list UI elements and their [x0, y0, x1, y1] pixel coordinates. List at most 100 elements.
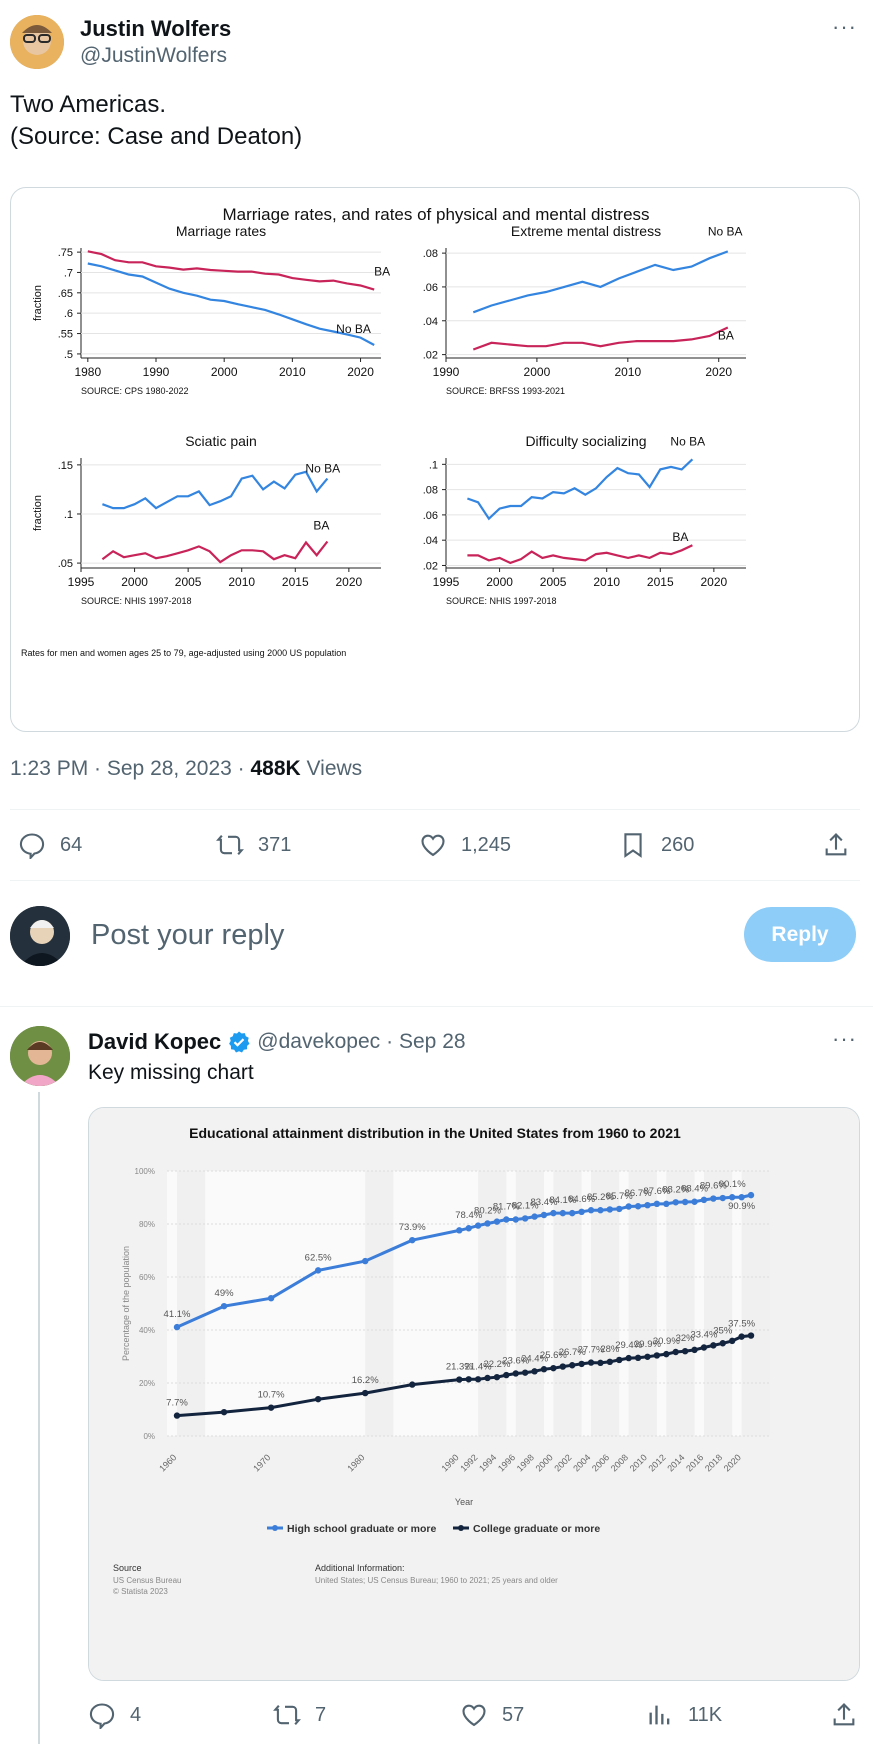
reply-image-card[interactable]: Educational attainment distribution in t… [88, 1107, 860, 1681]
x-tick-label: 2000 [121, 575, 148, 589]
data-label: 28% [600, 1344, 620, 1355]
bookmark-count: 260 [661, 833, 695, 856]
x-tick-label: 2000 [524, 365, 551, 379]
data-point [728, 1337, 736, 1345]
data-point [550, 1364, 557, 1372]
data-point [503, 1216, 510, 1223]
reply-icon [89, 1703, 115, 1729]
data-label: 82.1% [512, 1200, 539, 1211]
data-label: 27.7% [578, 1345, 605, 1356]
y-tick-label: .1 [64, 509, 73, 521]
y-tick-label: .7 [64, 267, 73, 279]
tweet-image-card[interactable]: Marriage rates, and rates of physical an… [10, 187, 860, 732]
repost-action[interactable]: 7 [273, 1701, 326, 1729]
series-line-no-ba [102, 470, 329, 510]
like-action[interactable]: 1,245 [419, 831, 511, 859]
heart-icon [462, 1704, 486, 1727]
x-tick-label: 2020 [347, 365, 374, 379]
data-point [503, 1371, 510, 1379]
plot-band [177, 1171, 206, 1436]
series-label: BA [672, 530, 688, 544]
data-point [540, 1366, 548, 1373]
data-point [173, 1412, 181, 1419]
heart-icon [421, 834, 445, 857]
data-point [569, 1362, 576, 1369]
reply-input[interactable]: Post your reply [91, 919, 285, 951]
data-point [625, 1203, 632, 1210]
y-tick-label: .65 [58, 288, 73, 300]
figure-distress-charts: Marriage rates, and rates of physical an… [21, 205, 746, 658]
data-point [540, 1211, 548, 1219]
more-options-icon[interactable]: ··· [832, 1026, 857, 1051]
data-point [484, 1374, 491, 1382]
data-point [672, 1348, 679, 1356]
data-label: 37.5% [728, 1319, 755, 1330]
share-button[interactable] [822, 831, 850, 859]
reply-button[interactable]: Reply [744, 907, 856, 962]
figure-footnote: Rates for men and women ages 25 to 79, a… [21, 648, 346, 658]
like-action[interactable]: 57 [460, 1701, 524, 1729]
reply-author-handle[interactable]: @davekopec [257, 1030, 381, 1053]
avatar-face-icon [10, 1026, 70, 1086]
reply-header: David Kopec @davekopec · Sep 28 [88, 1029, 466, 1055]
data-label: 85.2% [587, 1192, 614, 1203]
data-point [314, 1395, 322, 1403]
data-point [220, 1408, 228, 1416]
x-tick-label: 1995 [433, 575, 460, 589]
data-point [484, 1220, 491, 1227]
panel-source: SOURCE: CPS 1980-2022 [81, 386, 189, 396]
data-point [578, 1208, 585, 1216]
reply-action[interactable]: 64 [18, 831, 82, 859]
figure-title: Marriage rates, and rates of physical an… [222, 205, 649, 224]
reply-date[interactable]: · Sep 28 [386, 1030, 466, 1053]
y-axis-label: Percentage of the population [121, 1246, 131, 1361]
series-line-ba [101, 540, 329, 564]
avatar-face-icon [10, 15, 64, 69]
series-label: BA [718, 329, 734, 343]
data-point [512, 1216, 519, 1223]
avatar-justin-wolfers[interactable] [10, 15, 64, 69]
repost-action[interactable]: 371 [216, 831, 291, 859]
y-tick-label: .75 [58, 247, 73, 259]
data-point [710, 1195, 717, 1202]
x-tick-label: 2010 [593, 575, 620, 589]
views-count: 11K [688, 1703, 723, 1726]
panel-source: SOURCE: NHIS 1997-2018 [81, 596, 192, 606]
tweet-time[interactable]: 1:23 PM · Sep 28, 2023 · [10, 757, 251, 780]
data-label: 24.4% [521, 1353, 548, 1364]
panel-source: SOURCE: BRFSS 1993-2021 [446, 386, 565, 396]
current-user-avatar[interactable] [10, 906, 70, 966]
data-point [521, 1369, 529, 1376]
author-handle[interactable]: @JustinWolfers [80, 44, 227, 67]
x-tick-label: 1980 [74, 365, 101, 379]
x-tick-label: 1995 [68, 575, 95, 589]
data-point [700, 1344, 708, 1351]
avatar-david-kopec[interactable] [10, 1026, 70, 1086]
reply-author-name[interactable]: David Kopec [88, 1029, 222, 1054]
data-point [728, 1194, 736, 1201]
avatar-portrait-icon [10, 906, 70, 966]
data-point [625, 1354, 632, 1362]
author-name[interactable]: Justin Wolfers [80, 16, 232, 41]
legend-label: College graduate or more [473, 1523, 600, 1535]
views-action[interactable]: 11K [646, 1701, 722, 1729]
data-point [747, 1191, 755, 1199]
y-tick-label: 0% [143, 1432, 155, 1441]
data-label: 22.2% [483, 1359, 510, 1370]
share-button[interactable] [830, 1701, 858, 1729]
data-label: 80.2% [474, 1205, 501, 1216]
reply-action[interactable]: 4 [88, 1701, 141, 1729]
y-axis-label: fraction [32, 495, 44, 531]
more-options-icon[interactable]: ··· [832, 14, 857, 39]
data-point [361, 1257, 369, 1265]
bookmark-action[interactable]: 260 [619, 831, 694, 859]
series-line-no-ba [467, 458, 694, 521]
data-point [672, 1199, 679, 1206]
info-text: United States; US Census Bureau; 1960 to… [315, 1576, 558, 1585]
y-tick-label: .08 [423, 248, 438, 260]
like-count: 57 [502, 1703, 525, 1726]
plot-band [703, 1171, 733, 1436]
y-tick-label: .02 [423, 350, 438, 362]
data-point [691, 1346, 698, 1354]
x-tick-label: 2005 [540, 575, 567, 589]
